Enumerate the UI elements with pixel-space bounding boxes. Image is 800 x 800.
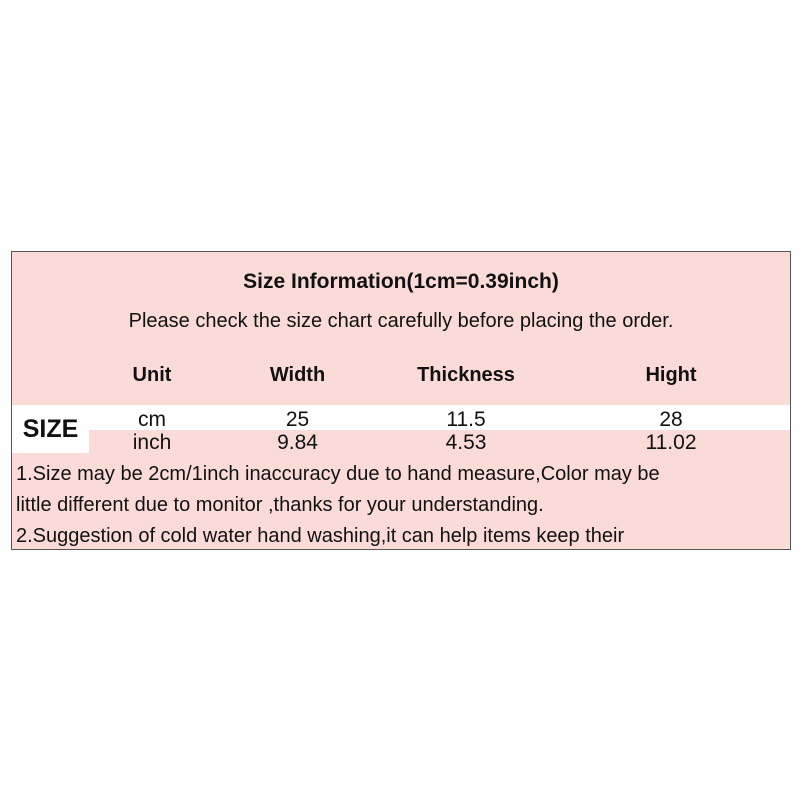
cell-cm-thickness: 11.5 — [380, 405, 553, 431]
chart-title: Size Information(1cm=0.39inch) — [243, 269, 559, 293]
size-label: SIZE — [11, 405, 90, 454]
cell-cm-hight: 28 — [552, 405, 791, 431]
chart-subtitle: Please check the size chart carefully be… — [128, 309, 674, 332]
note-line: 2.Suggestion of cold water hand washing,… — [16, 525, 625, 547]
note-line: little different due to monitor ,thanks … — [16, 494, 544, 516]
notes-block: 1.Size may be 2cm/1inch inaccuracy due t… — [11, 453, 791, 550]
header-thickness: Thickness — [380, 346, 553, 406]
cell-cm-unit: cm — [89, 405, 216, 431]
header-block: Size Information(1cm=0.39inch) Please ch… — [11, 251, 791, 347]
blank-header-cell — [11, 346, 90, 406]
cell-inch-width: 9.84 — [215, 430, 381, 454]
cell-inch-hight: 11.02 — [552, 430, 791, 454]
cell-inch-thickness: 4.53 — [380, 430, 553, 454]
header-width: Width — [215, 346, 381, 406]
cell-inch-unit: inch — [89, 430, 216, 454]
header-unit: Unit — [89, 346, 216, 406]
note-line: 1.Size may be 2cm/1inch inaccuracy due t… — [16, 463, 660, 485]
header-hight: Hight — [552, 346, 791, 406]
cell-cm-width: 25 — [215, 405, 381, 431]
